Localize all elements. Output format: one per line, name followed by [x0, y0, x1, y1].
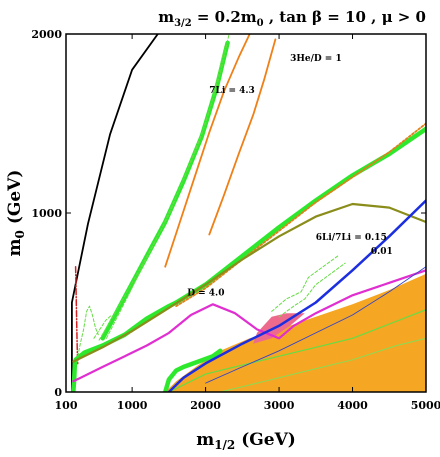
- li67-label: 6Li/7Li = 0.15: [316, 233, 387, 243]
- green-small-left: [77, 305, 99, 357]
- green-thin-mid-a: [271, 255, 339, 312]
- series-layer: [71, 34, 426, 392]
- orange-excluded-region: [165, 273, 426, 392]
- x-tick-label: 3000: [264, 399, 295, 412]
- green-thin-upper-b: [98, 46, 226, 341]
- orange-dotted-diagonal: [175, 122, 426, 308]
- x-tick-label: 4000: [337, 399, 368, 412]
- green-main-lower: [162, 348, 223, 392]
- green-main-diagonal: [173, 126, 426, 305]
- x-tick-label: 100: [55, 399, 78, 412]
- li7-label: 7Li = 4.3: [209, 86, 254, 96]
- x-axis-label: m1/2 (GeV): [196, 430, 296, 452]
- x-tick-label: 2000: [190, 399, 221, 412]
- x-tick-label: 5000: [411, 399, 440, 412]
- chart-title: m3/2 = 0.2m0 , tan β = 10 , μ > 0: [158, 8, 426, 29]
- he3-label: 3He/D = 1: [290, 54, 342, 64]
- magenta-line: [72, 269, 426, 383]
- y-tick-label: 2000: [31, 28, 62, 41]
- black-boundary: [71, 34, 159, 392]
- y-tick-label: 1000: [31, 207, 62, 220]
- green-thin-mid-b: [278, 262, 346, 318]
- orange-line-right: [208, 38, 277, 236]
- green-thin-lower-2: [219, 337, 426, 392]
- regions-layer: [165, 273, 426, 392]
- annotations-layer: 3He/D = 1 7Li = 4.3 6Li/7Li = 0.15 0.01 D = …: [187, 54, 393, 298]
- green-thin-lower: [168, 309, 426, 392]
- green-thin-upper-left: [93, 314, 113, 339]
- x-tick-label: 1000: [117, 399, 148, 412]
- blue-thin: [205, 266, 426, 384]
- y-axis-label: m0 (GeV): [5, 170, 27, 257]
- blue-thick: [167, 199, 426, 392]
- y-tick-label: 0: [54, 386, 62, 399]
- ticks-layer: 100 1000 2000 3000 4000 5000 0 1000 2000: [31, 28, 440, 412]
- olive-line: [72, 202, 426, 363]
- green-main-left: [71, 300, 179, 392]
- orange-line-left: [164, 34, 251, 268]
- pink-region: [253, 313, 305, 344]
- point01-label: 0.01: [371, 247, 393, 257]
- d4-label: D = 4.0: [187, 288, 224, 298]
